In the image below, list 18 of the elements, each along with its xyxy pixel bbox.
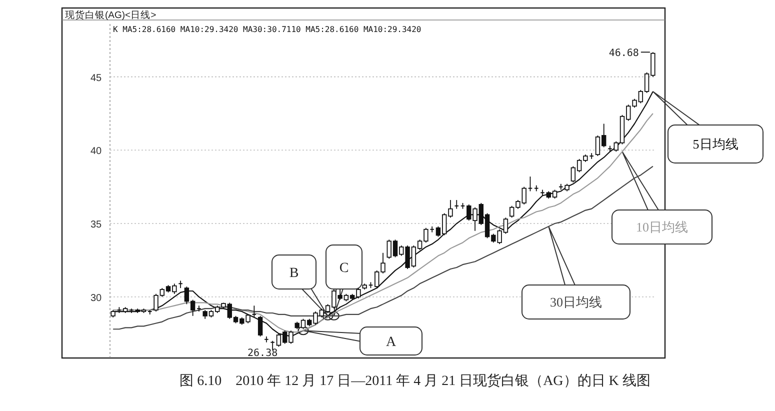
candlestick <box>197 305 201 312</box>
candlestick <box>178 280 182 289</box>
chart-subtitle: K MA5:28.6160 MA10:29.3420 MA30:30.7110 MA5:28.6160 MA10:29.3420 <box>113 25 422 34</box>
candlestick <box>454 200 459 210</box>
y-tick-label: 45 <box>90 72 102 84</box>
chart-title: 现货白银(AG)<日线> <box>65 9 157 21</box>
candlestick <box>528 176 532 192</box>
annotation: C <box>339 261 349 276</box>
candlestick <box>252 305 256 318</box>
candlestick <box>270 340 274 350</box>
y-tick-label: 30 <box>90 292 102 304</box>
y-tick-label: 40 <box>90 146 102 158</box>
caption: 图 6.10 2010 年 12 月 17 日—2011 年 4 月 21 日现货白银（AG）的日 K 线图 <box>180 373 650 389</box>
candlestick <box>264 336 268 343</box>
y-tick-label: 35 <box>90 220 102 231</box>
annotation: B <box>289 266 299 282</box>
annotation: 46.68 <box>608 48 639 60</box>
annotation: A <box>386 335 397 350</box>
